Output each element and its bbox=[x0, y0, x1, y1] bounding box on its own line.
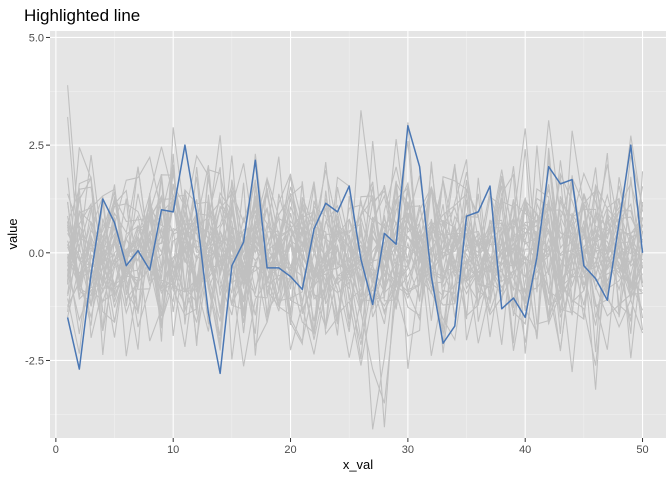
x-tick-label: 50 bbox=[636, 444, 648, 456]
highlighted-series-line bbox=[66, 125, 644, 375]
background-series-line bbox=[67, 155, 644, 369]
background-series-line bbox=[67, 128, 644, 355]
chart-title: Highlighted line bbox=[24, 6, 140, 25]
y-tick-label: 5.0 bbox=[29, 32, 44, 44]
x-tick-label: 40 bbox=[519, 444, 531, 456]
background-series-line bbox=[67, 167, 644, 353]
y-axis: -2.5 0.0 2.5 5.0 bbox=[25, 32, 50, 367]
background-series-group bbox=[67, 85, 644, 430]
background-series-line bbox=[67, 122, 644, 373]
background-series-line bbox=[67, 183, 644, 359]
background-series-line bbox=[67, 140, 644, 350]
x-tick-label: 20 bbox=[284, 444, 296, 456]
y-tick-label: -2.5 bbox=[25, 355, 44, 367]
x-tick-label: 10 bbox=[167, 444, 179, 456]
background-series-line bbox=[67, 162, 644, 333]
y-tick-label: 2.5 bbox=[29, 140, 44, 152]
x-tick-label: 0 bbox=[53, 444, 59, 456]
x-axis-label: x_val bbox=[343, 457, 373, 472]
grid-minor bbox=[50, 31, 666, 438]
x-tick-label: 30 bbox=[402, 444, 414, 456]
x-axis: 0 10 20 30 40 50 bbox=[53, 438, 649, 456]
highlighted-series-group bbox=[66, 125, 644, 375]
y-tick-label: 0.0 bbox=[29, 248, 44, 260]
background-series-line bbox=[67, 145, 643, 358]
background-series-line bbox=[67, 175, 643, 346]
y-axis-label: value bbox=[5, 218, 20, 249]
